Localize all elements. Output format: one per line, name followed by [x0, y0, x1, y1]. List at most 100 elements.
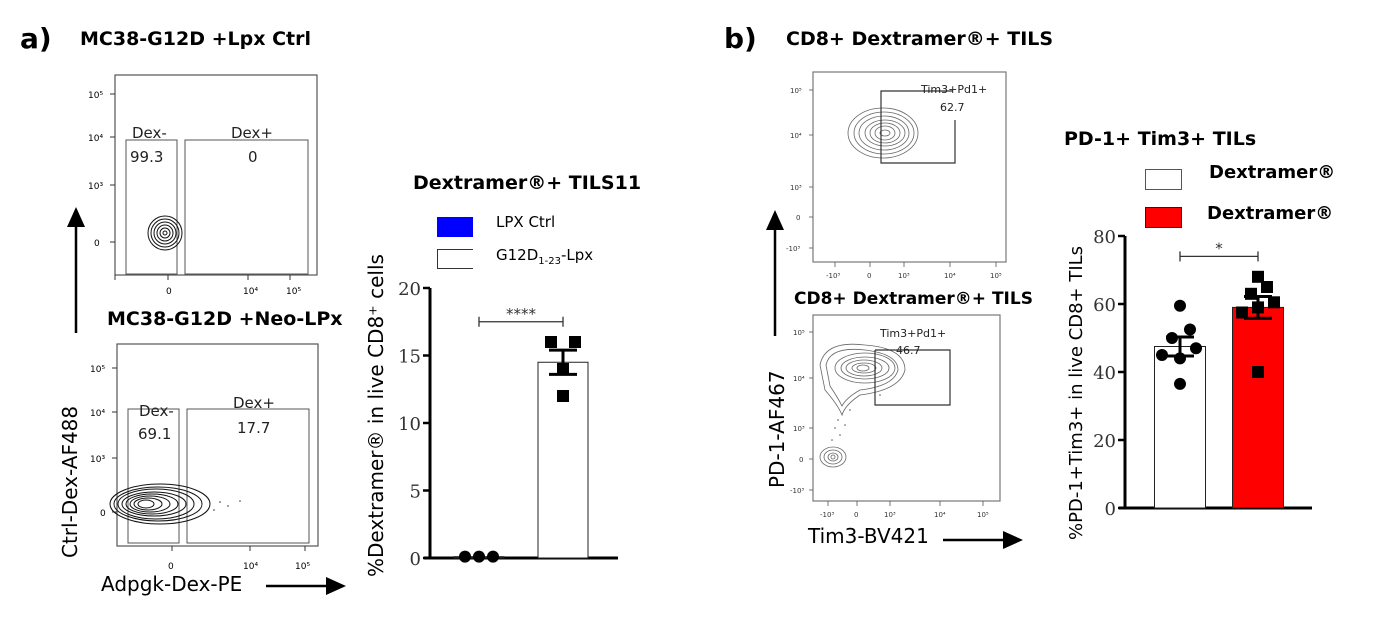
- y-tick: 10⁵: [90, 365, 105, 375]
- data-point: [557, 363, 569, 375]
- legend-label-main: G12D: [496, 246, 539, 264]
- x-axis-arrow: [943, 531, 1023, 549]
- data-point: [487, 550, 499, 563]
- x-tick: 10⁴: [934, 511, 946, 519]
- contour-population: [147, 215, 183, 251]
- gate-value: 46.7: [896, 344, 921, 357]
- gate-label: Tim3+Pd1+: [920, 83, 987, 96]
- y-tick: 10⁴: [90, 409, 105, 419]
- gate-label: Tim3+Pd1+: [879, 327, 946, 340]
- y-tick-label: 0: [410, 549, 421, 570]
- y-tick-label: 10: [398, 414, 421, 435]
- data-point: [1261, 281, 1273, 293]
- y-tick-label: 5: [410, 482, 421, 503]
- panel-a-letter: a): [20, 22, 52, 55]
- chart-a-title: Dextramer®+ TILS11: [413, 172, 642, 194]
- y-tick-label: 15: [398, 347, 421, 368]
- y-tick: 10³: [88, 182, 103, 192]
- gate-dex-pos: [186, 408, 310, 544]
- flow-top-title: MC38-G12D +Lpx Ctrl: [80, 28, 312, 50]
- flow-b-top-title: CD8+ Dextramer®+ TILS: [786, 28, 1054, 50]
- data-point: [1166, 332, 1178, 344]
- bar: [1154, 346, 1206, 509]
- data-point: [473, 550, 485, 563]
- flow-plot-a-bottom: 10⁵ 10⁴ 10³ 0 0 10⁴ 10⁵ Dex- 69.1 Dex+ 1…: [90, 343, 319, 572]
- plot-frame: [114, 74, 318, 276]
- gate-dex-pos: [184, 139, 309, 275]
- x-tick: 10⁵: [990, 272, 1002, 280]
- gate-tim3-pd1: [880, 90, 956, 164]
- plot-frame: [812, 314, 1001, 502]
- x-tick: 10⁵: [286, 287, 301, 297]
- y-tick: 10⁴: [88, 134, 103, 144]
- x-tick: 10⁵: [295, 562, 310, 572]
- legend-label-suffix: -Lpx: [560, 246, 594, 264]
- gate-value: 17.7: [237, 419, 270, 437]
- data-point: [1252, 270, 1264, 283]
- chart-b-title: PD-1+ Tim3+ TILs: [1064, 128, 1257, 150]
- flow-b-bottom-title: CD8+ Dextramer®+ TILS: [794, 289, 1033, 309]
- data-point: [545, 336, 557, 348]
- panel-b-letter: b): [724, 22, 757, 55]
- legend-label: G12D1-23-Lpx: [496, 246, 593, 267]
- y-axis-label: PD-1-AF467: [765, 370, 789, 488]
- data-point: [1174, 377, 1186, 390]
- y-tick-label: 0: [1105, 499, 1116, 520]
- gate-dex-neg: [127, 408, 180, 544]
- flow-bottom-title: MC38-G12D +Neo-LPx: [107, 308, 343, 330]
- significance-label: ****: [506, 305, 537, 323]
- gate-label: Dex-: [132, 124, 167, 142]
- y-tick: 10⁴: [790, 132, 802, 140]
- y-tick: 10⁵: [793, 329, 805, 337]
- x-tick: 10⁴: [243, 562, 258, 572]
- data-point: [1245, 287, 1257, 300]
- x-tick: 10⁴: [243, 287, 258, 297]
- y-tick-label: 20: [398, 279, 421, 300]
- bar: [1232, 306, 1284, 509]
- y-tick: -10³: [790, 487, 804, 495]
- data-point: [1184, 323, 1196, 336]
- chart-a: 0 5 10 15 20 ****: [398, 279, 618, 570]
- y-axis-arrow: [67, 207, 85, 333]
- gate-value: 0: [248, 148, 258, 166]
- gate-dex-neg: [125, 139, 178, 275]
- x-tick: 10³: [884, 511, 896, 519]
- x-tick: 0: [854, 511, 858, 519]
- y-tick-label: 40: [1093, 363, 1116, 384]
- flow-plot-b-bottom: 10⁵ 10⁴ 10³ 0 -10³ -10³ 0 10³ 10⁴ 10⁵ Ti…: [790, 314, 1001, 519]
- y-tick: 10⁴: [793, 375, 805, 383]
- y-axis-label: Ctrl-Dex-AF488: [58, 405, 82, 558]
- x-axis-arrow: [266, 577, 346, 595]
- legend-label: Dextramer®: [1207, 203, 1334, 224]
- data-point: [1252, 366, 1264, 378]
- contour-population: [109, 483, 211, 525]
- gate-value: 99.3: [130, 148, 163, 166]
- gate-label: Dex-: [139, 402, 174, 420]
- gate-value: 69.1: [138, 425, 171, 443]
- data-point: [1174, 299, 1186, 312]
- gate-label: Dex+: [233, 394, 275, 412]
- plot-frame: [812, 71, 1007, 263]
- y-tick: 0: [94, 239, 100, 249]
- x-tick: 10³: [898, 272, 910, 280]
- x-tick: 10⁵: [977, 511, 989, 519]
- legend-swatch-blue: [437, 217, 473, 237]
- x-axis-label: Tim3-BV421: [808, 524, 929, 548]
- y-tick: 10⁵: [88, 91, 103, 101]
- y-tick: 0: [100, 509, 106, 519]
- y-tick-label: 60: [1093, 295, 1116, 316]
- contour-population: [819, 343, 906, 468]
- data-point: [1268, 296, 1280, 309]
- y-tick: -10³: [786, 245, 800, 253]
- x-tick: 0: [867, 272, 871, 280]
- legend-swatch-white: [1145, 169, 1182, 190]
- contour-population: [847, 107, 919, 159]
- y-tick: 10³: [790, 184, 802, 192]
- x-tick: 0: [168, 562, 174, 572]
- data-point: [569, 336, 581, 348]
- data-point: [1190, 342, 1202, 355]
- data-point: [1252, 301, 1264, 314]
- flow-plot-a-top: 10⁵ 10⁴ 10³ 0 0 10⁴ 10⁵ Dex- 99.3 Dex+ 0: [88, 74, 318, 297]
- data-point: [459, 550, 471, 563]
- y-tick-label: 80: [1093, 227, 1116, 248]
